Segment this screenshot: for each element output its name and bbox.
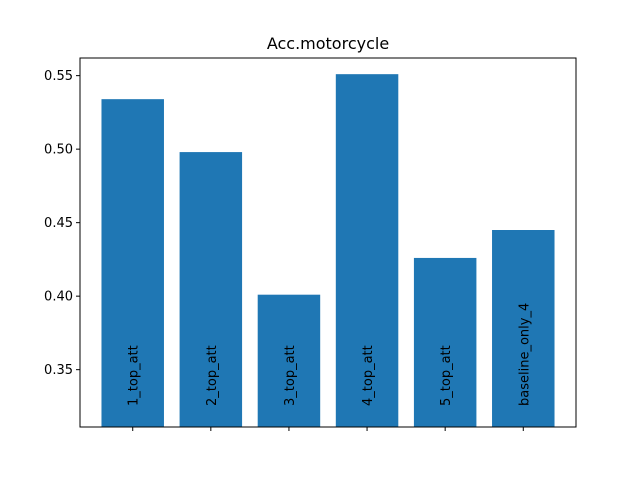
bar-label-4_top_att: 4_top_att bbox=[361, 345, 376, 406]
y-axis: 0.35 0.40 0.45 0.50 0.55 bbox=[44, 69, 80, 378]
y-tick-label-0.40: 0.40 bbox=[44, 290, 73, 305]
bar-2_top_att bbox=[179, 152, 243, 427]
y-tick-label-0.35: 0.35 bbox=[44, 363, 73, 378]
bar-3_top_att bbox=[257, 294, 321, 427]
bar-label-2_top_att: 2_top_att bbox=[205, 345, 220, 406]
bars-group bbox=[101, 74, 555, 428]
y-tick-label-0.45: 0.45 bbox=[44, 216, 73, 231]
y-tick-label-0.55: 0.55 bbox=[44, 69, 73, 84]
bar-labels-group: 1_top_att 2_top_att 3_top_att 4_top_att 5_to… bbox=[127, 303, 533, 406]
bar-baseline_only_4 bbox=[492, 230, 555, 427]
bar-label-baseline_only_4: baseline_only_4 bbox=[517, 303, 532, 406]
chart-title: Acc.motorcycle bbox=[267, 34, 389, 53]
bar-1_top_att bbox=[101, 99, 164, 428]
bar-label-3_top_att: 3_top_att bbox=[283, 345, 298, 406]
bar-label-5_top_att: 5_top_att bbox=[439, 345, 454, 406]
bar-4_top_att bbox=[335, 74, 399, 427]
bar-label-1_top_att: 1_top_att bbox=[127, 345, 142, 406]
y-tick-label-0.50: 0.50 bbox=[44, 143, 73, 158]
plot-frame bbox=[79, 57, 577, 428]
x-axis bbox=[132, 427, 524, 431]
bar-5_top_att bbox=[413, 257, 477, 427]
